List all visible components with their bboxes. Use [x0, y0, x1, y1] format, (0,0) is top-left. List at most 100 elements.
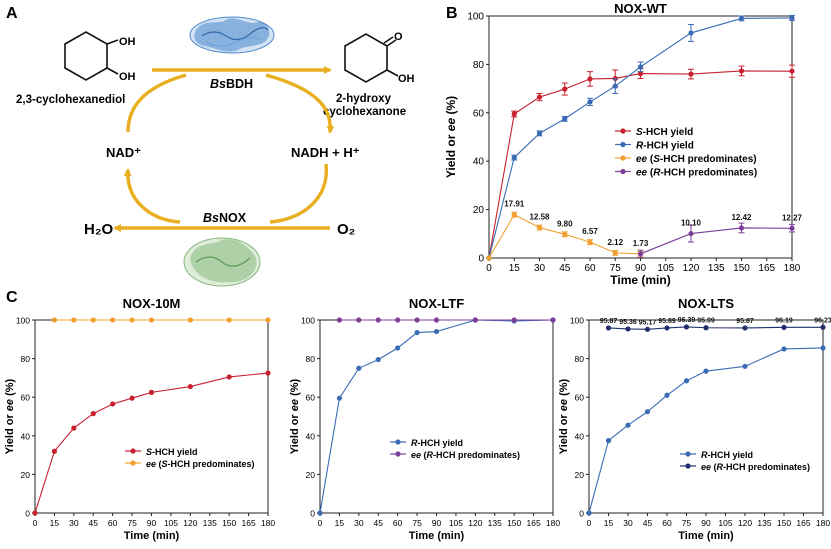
x-tick-label: 120 — [183, 518, 197, 528]
x-tick-label: 45 — [643, 518, 653, 528]
y-tick-label: 20 — [575, 470, 585, 480]
x-tick-label: 165 — [758, 263, 775, 274]
substrate-name: 2,3-cyclohexanediol — [16, 94, 125, 106]
series-0 — [317, 317, 556, 516]
legend-swatch-marker — [395, 451, 401, 457]
data-point — [688, 230, 694, 237]
x-tick-label: 30 — [354, 518, 364, 528]
y-tick-label: 20 — [21, 470, 31, 480]
nad-left-arc-top — [126, 73, 187, 133]
legend-text-part: R — [427, 450, 434, 460]
x-tick-label: 30 — [623, 518, 633, 528]
y-tick-label: 100 — [467, 12, 484, 23]
product-name-line2: cyclohexanone — [323, 106, 406, 118]
data-point — [226, 317, 232, 323]
legend-text-part: ee — [411, 450, 421, 460]
y-axis-label-part: Yield or — [558, 411, 570, 454]
x-axis-label: Time (min) — [124, 530, 180, 542]
data-point — [336, 395, 343, 401]
data-point — [187, 317, 193, 323]
y-tick-label: 80 — [575, 354, 585, 364]
bsnox-protein-illustration — [183, 237, 261, 287]
legend-text: ee (R-HCH predominates) — [701, 462, 810, 472]
reaction-scheme: OH OH 2,3-cyclohexanediol O OH 2-hydroxy… — [16, 16, 415, 287]
legend-text-part: S — [146, 447, 152, 457]
data-point — [148, 317, 155, 323]
data-point — [90, 317, 96, 323]
bsbdh-protein-illustration — [189, 16, 275, 54]
enzyme-bsbdh-label: BsBDH — [210, 77, 253, 91]
legend-text-part: ee — [146, 459, 156, 469]
data-point — [605, 325, 612, 331]
panel-label-b: B — [446, 5, 458, 22]
legend-text-part: ( — [711, 462, 717, 472]
data-point — [486, 255, 492, 261]
data-point — [148, 389, 155, 395]
data-point — [71, 425, 77, 431]
chart-nox-lts: NOX-LTS 0 15 30 45 60 75 90 105 120 135 150 165 180 0 2… — [558, 296, 831, 542]
cofactor-nadh: NADH + H⁺ — [291, 145, 360, 160]
x-tick-label: 90 — [701, 518, 711, 528]
data-point — [562, 86, 568, 92]
y-axis-label-part: Yield or — [4, 411, 16, 454]
x-axis-label: Time (min) — [610, 273, 670, 287]
x-tick-label: 75 — [127, 518, 137, 528]
data-point — [395, 317, 401, 323]
series-0 — [586, 345, 826, 516]
data-point — [637, 70, 644, 77]
x-tick-label: 120 — [683, 263, 700, 274]
x-tick-label: 15 — [604, 518, 614, 528]
x-tick-label: 135 — [757, 518, 771, 528]
legend-swatch-marker — [620, 155, 626, 161]
x-tick-label: 0 — [486, 263, 492, 274]
legend-text: S-HCH yield — [146, 447, 198, 457]
data-label: 12.27 — [782, 213, 803, 222]
data-point — [742, 363, 748, 369]
data-point — [789, 68, 795, 74]
chart-nox-10m: NOX-10M 0 15 30 45 60 75 90 105 120 135 150 165 180 0 2… — [4, 296, 275, 542]
nad-return-arc — [123, 168, 181, 224]
enzyme-bsnox-italic: Bs — [203, 211, 219, 225]
legend-text-part: -HCH predominates) — [660, 154, 757, 165]
y-tick-label: 40 — [306, 431, 316, 441]
cofactor-nad: NAD⁺ — [106, 145, 141, 160]
legend-swatch-marker — [685, 463, 691, 469]
data-point — [187, 383, 193, 390]
y-axis-label-part: (%) — [558, 378, 570, 399]
y-tick-label: 100 — [570, 316, 584, 326]
y-tick-label: 80 — [473, 60, 485, 71]
legend-text-part: -HCH predominates) — [723, 462, 810, 472]
series-1 — [336, 317, 556, 323]
legend-text-part: ( — [421, 450, 427, 460]
x-tick-label: 60 — [393, 518, 403, 528]
legend-text-part: R — [653, 168, 661, 179]
y-tick-label: 60 — [306, 393, 316, 403]
data-label: 96.19 — [775, 317, 793, 324]
data-point — [703, 325, 709, 331]
x-tick-label: 165 — [526, 518, 540, 528]
x-tick-label: 165 — [241, 518, 255, 528]
y-tick-label: 100 — [301, 316, 315, 326]
substrate-oh-bottom: OH — [119, 71, 136, 83]
legend-text-part: ee — [701, 462, 711, 472]
series-line — [488, 17, 793, 259]
data-point — [664, 325, 670, 331]
data-point — [612, 83, 618, 89]
data-point — [789, 225, 795, 231]
data-point — [110, 401, 116, 407]
data-label: 95.99 — [697, 318, 715, 325]
scheme-arrows — [113, 66, 335, 232]
data-point — [536, 130, 543, 136]
series-2: 17.91 12.58 9.80 6.57 2.12 1.73 — [486, 200, 649, 261]
data-point — [644, 326, 651, 332]
x-tick-label: 135 — [203, 518, 217, 528]
y-tick-label: 40 — [473, 157, 485, 168]
product-carbonyl-o: O — [394, 31, 403, 43]
legend-swatch-marker — [620, 141, 626, 148]
x-tick-label: 15 — [509, 263, 521, 274]
legend-text-part: R — [701, 450, 708, 460]
